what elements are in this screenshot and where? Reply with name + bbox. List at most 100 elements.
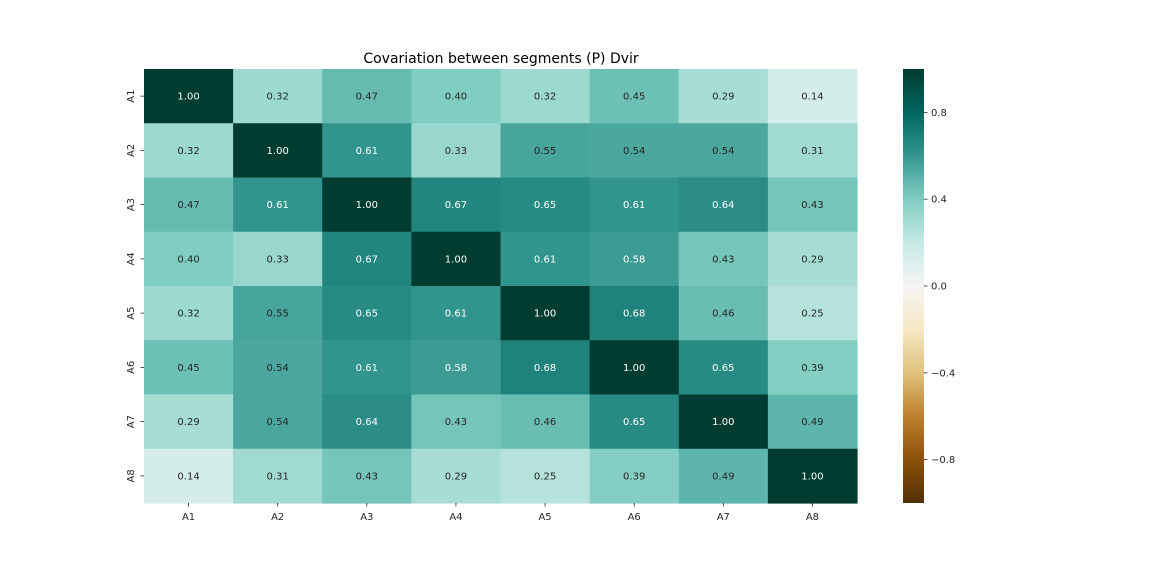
x-tick-label: A5: [538, 512, 551, 523]
cell-value-label: 0.65: [712, 363, 734, 374]
heatmap-cell: [322, 394, 412, 450]
cell-value-label: 0.58: [445, 363, 467, 374]
cell-value-label: 0.46: [534, 417, 556, 428]
heatmap-cell: [233, 177, 323, 233]
cell-value-label: 0.65: [356, 309, 378, 320]
cell-value-label: 0.47: [177, 200, 199, 211]
cell-value-label: 0.32: [267, 92, 289, 103]
cell-value-label: 0.54: [712, 146, 734, 157]
cell-value-label: 0.55: [267, 309, 289, 320]
y-tick-label: A5: [126, 307, 137, 320]
colorbar-tick-label: 0.8: [931, 108, 947, 119]
y-tick-label: A4: [126, 252, 137, 265]
cell-value-label: 0.61: [267, 200, 289, 211]
heatmap-cell: [233, 69, 323, 124]
heatmap-cell: [411, 286, 502, 341]
cell-value-label: 1.00: [712, 417, 734, 428]
heatmap-cell: [767, 340, 858, 396]
cell-value-label: 0.61: [356, 146, 378, 157]
heatmap-cell: [500, 177, 591, 233]
heatmap-cell: [589, 286, 680, 341]
cell-value-label: 0.54: [267, 417, 289, 428]
heatmap-cell: [500, 286, 591, 341]
cell-value-label: 1.00: [623, 363, 645, 374]
heatmap-cell: [322, 448, 412, 504]
heatmap-cell: [500, 448, 591, 504]
cell-value-label: 0.14: [177, 471, 199, 482]
x-tick-label: A4: [449, 512, 462, 523]
heatmap-cell: [144, 231, 234, 287]
heatmap-cell: [144, 448, 234, 504]
cell-value-label: 0.43: [712, 254, 734, 265]
cell-value-label: 0.49: [801, 417, 823, 428]
x-tick-label: A2: [271, 512, 284, 523]
cell-value-label: 0.43: [445, 417, 467, 428]
cell-value-label: 0.14: [801, 92, 823, 103]
y-tick-label: A8: [126, 469, 137, 482]
y-tick-label: A7: [126, 415, 137, 428]
heatmap-cell: [233, 231, 323, 287]
heatmap-cell: [678, 69, 769, 124]
heatmap-cell: [767, 69, 858, 124]
colorbar: [903, 69, 924, 503]
cell-value-label: 0.31: [267, 471, 289, 482]
x-axis-ticks: A1 A2 A3 A4 A5 A6 A7 A8: [182, 503, 819, 523]
heatmap-cell: [678, 286, 769, 341]
heatmap-cell: [322, 340, 412, 396]
x-tick-label: A1: [182, 512, 195, 523]
colorbar-ticks: 0.8 0.4 0.0 −0.4 −0.8: [924, 108, 955, 466]
heatmap-cell: [767, 177, 858, 233]
colorbar-tick-label: 0.0: [931, 282, 947, 293]
cell-value-label: 0.29: [801, 254, 823, 265]
cell-value-label: 0.33: [267, 254, 289, 265]
heatmap-cell: [144, 286, 234, 341]
cell-value-label: 0.32: [534, 92, 556, 103]
heatmap-cell: [411, 123, 502, 179]
x-tick-label: A8: [806, 512, 819, 523]
cell-value-label: 0.47: [356, 92, 378, 103]
heatmap-cell: [500, 231, 591, 287]
cell-value-label: 0.43: [356, 471, 378, 482]
heatmap-cell: [589, 231, 680, 287]
cell-value-label: 0.45: [177, 363, 199, 374]
colorbar-tick-label: −0.8: [931, 455, 955, 466]
heatmap-cell: [589, 448, 680, 504]
heatmap-cell: [500, 340, 591, 396]
heatmap-cell: [767, 448, 858, 504]
cell-value-label: 0.25: [534, 471, 556, 482]
x-tick-label: A7: [717, 512, 730, 523]
heatmap-cell: [589, 177, 680, 233]
heatmap-cell: [678, 340, 769, 396]
heatmap-cell: [678, 394, 769, 450]
cell-value-label: 0.32: [177, 309, 199, 320]
heatmap-cell: [411, 69, 502, 124]
heatmap-cell: [322, 286, 412, 341]
cell-value-label: 0.65: [623, 417, 645, 428]
heatmap-cell: [678, 177, 769, 233]
heatmap-cell: [589, 69, 680, 124]
cell-labels: 1.00 0.32 0.47 0.40 0.32 0.45 0.29 0.14 0.32 1.00…: [177, 92, 823, 483]
cell-value-label: 0.61: [356, 363, 378, 374]
cell-value-label: 0.68: [534, 363, 556, 374]
heatmap-cell: [144, 394, 234, 450]
cell-value-label: 0.29: [445, 471, 467, 482]
cell-value-label: 0.33: [445, 146, 467, 157]
heatmap-cell: [678, 231, 769, 287]
heatmap-cell: [411, 340, 502, 396]
heatmap-cell: [322, 177, 412, 233]
cell-value-label: 1.00: [445, 254, 467, 265]
x-tick-label: A3: [360, 512, 373, 523]
cell-value-label: 1.00: [267, 146, 289, 157]
cell-value-label: 0.54: [267, 363, 289, 374]
cell-value-label: 0.64: [712, 200, 734, 211]
cell-value-label: 0.65: [534, 200, 556, 211]
heatmap-cell: [411, 231, 502, 287]
cell-value-label: 1.00: [356, 200, 378, 211]
cell-value-label: 0.45: [623, 92, 645, 103]
y-tick-label: A3: [126, 198, 137, 211]
cell-value-label: 0.61: [534, 254, 556, 265]
chart-title: Covariation between segments (P) Dvir: [363, 51, 639, 67]
cell-value-label: 0.58: [623, 254, 645, 265]
cell-value-label: 0.54: [623, 146, 645, 157]
y-tick-label: A1: [126, 90, 137, 103]
